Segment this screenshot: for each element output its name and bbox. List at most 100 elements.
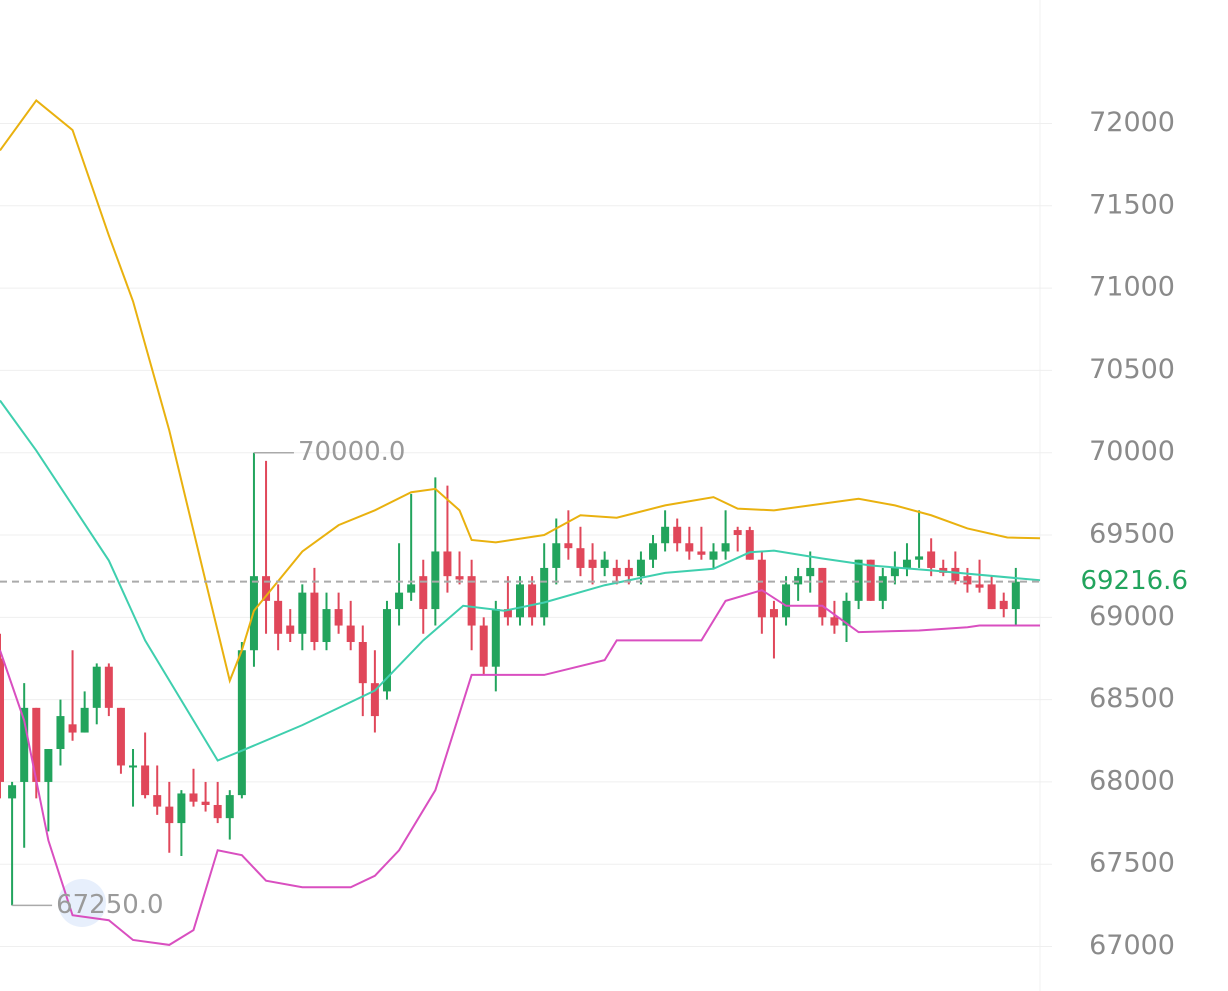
candle-body	[902, 559, 911, 568]
candle-body	[213, 804, 222, 819]
candle-body	[528, 584, 537, 618]
last-price-box	[1066, 563, 1226, 600]
candle-body	[951, 567, 960, 582]
candle-body	[540, 567, 549, 618]
candle-body	[92, 666, 101, 708]
candle-body	[842, 600, 851, 626]
candle-body	[44, 749, 53, 782]
candle-body	[225, 795, 234, 819]
y-tick-label: 69500	[1089, 519, 1175, 550]
annotation-label: 67250.0	[56, 890, 164, 920]
candle-body	[636, 559, 645, 577]
candle-body	[8, 785, 17, 799]
band-line	[0, 589, 1040, 946]
candle-body	[262, 576, 271, 601]
candle-body	[129, 765, 138, 768]
annotation-label: 70000.0	[298, 437, 406, 467]
candle-body	[697, 551, 706, 555]
candle-body	[927, 551, 936, 568]
candle-body	[503, 609, 512, 618]
candle-body	[685, 543, 694, 552]
candle-body	[334, 609, 343, 626]
candle-body	[552, 543, 561, 568]
candle-body	[431, 551, 440, 610]
candle-body	[818, 567, 827, 618]
last-price-label: 69216.6	[1080, 566, 1188, 596]
candle-body	[600, 559, 609, 568]
candle-body	[830, 617, 839, 626]
candle-body	[32, 707, 41, 782]
candle-body	[878, 576, 887, 601]
candle-body	[407, 584, 416, 593]
y-tick-label: 67500	[1089, 848, 1175, 879]
candle-body	[649, 543, 658, 560]
band-line	[0, 98, 1041, 684]
candle-body	[939, 567, 948, 573]
candle-body	[165, 806, 174, 824]
candle-body	[745, 530, 754, 560]
candle-body	[419, 576, 428, 610]
candle-body	[733, 530, 742, 536]
candle-body	[286, 625, 295, 634]
candle-body	[177, 793, 186, 824]
candle-body	[68, 724, 77, 733]
y-tick-label: 67000	[1089, 930, 1175, 961]
y-tick-label: 72000	[1089, 107, 1175, 138]
candle-body	[382, 609, 391, 692]
candle-body	[141, 765, 150, 796]
y-tick-label: 68000	[1089, 765, 1175, 796]
candle-body	[491, 609, 500, 667]
candle-body	[201, 801, 210, 805]
candle-body	[189, 793, 198, 802]
candle-body	[370, 683, 379, 717]
candle-body	[806, 567, 815, 577]
candle-body	[987, 584, 996, 610]
candle-body	[673, 526, 682, 544]
y-tick-label: 70000	[1089, 436, 1175, 467]
y-tick-label: 69000	[1089, 601, 1175, 632]
candle-body	[116, 707, 125, 766]
candle-body	[975, 584, 984, 588]
candle-body	[274, 600, 283, 634]
candle-body	[769, 609, 778, 618]
candle-body	[915, 556, 924, 560]
candle-body	[153, 795, 162, 807]
candle-body	[794, 576, 803, 585]
candle-body	[298, 592, 307, 634]
candle-body	[999, 600, 1008, 610]
candle-body	[20, 707, 29, 782]
candle-body	[1011, 581, 1020, 610]
candle-body	[963, 576, 972, 585]
candle-body	[455, 576, 464, 580]
candle-body	[661, 526, 670, 544]
y-tick-label: 71500	[1089, 189, 1175, 220]
candle-body	[721, 543, 730, 552]
shortcut-icon[interactable]	[58, 879, 106, 927]
candle-body	[443, 551, 452, 577]
candle-body	[890, 567, 899, 577]
y-tick-label: 68500	[1089, 683, 1175, 714]
candle-body	[310, 592, 319, 643]
candle-body	[612, 567, 621, 577]
candle-body	[866, 559, 875, 601]
candle-body	[395, 592, 404, 610]
candle-body	[709, 551, 718, 560]
y-tick-label: 70500	[1089, 354, 1175, 385]
y-tick-label: 71000	[1089, 272, 1175, 303]
candle-body	[782, 584, 791, 618]
candle-body	[358, 642, 367, 684]
candle-body	[56, 716, 65, 750]
candle-body	[80, 707, 89, 733]
candle-body	[322, 609, 331, 643]
candle-body	[479, 625, 488, 667]
candle-body	[564, 543, 573, 549]
candle-body	[624, 567, 633, 577]
candle-body	[757, 559, 766, 618]
candle-body	[467, 576, 476, 626]
candle-body	[0, 658, 4, 782]
candle-body	[588, 559, 597, 568]
candle-body	[516, 584, 524, 618]
candle-body	[854, 559, 863, 601]
band-line	[0, 399, 1041, 762]
